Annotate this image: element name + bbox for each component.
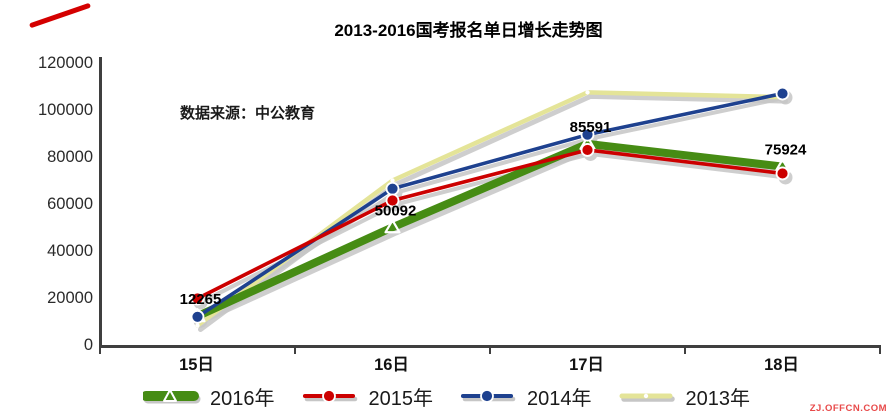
x-axis-tick-label: 18日 <box>764 356 799 374</box>
svg-text:85591: 85591 <box>570 119 612 136</box>
svg-text:12265: 12265 <box>180 291 222 308</box>
legend-label-2014: 2014年 <box>527 387 592 410</box>
legend: 2016年 2015年 2014年 2013年 <box>0 377 893 415</box>
y-axis-tick-label: 120000 <box>37 54 93 72</box>
svg-text:75924: 75924 <box>765 142 807 159</box>
plot-area <box>99 57 881 348</box>
legend-line-dot-icon <box>460 389 516 403</box>
y-axis-tick-label: 0 <box>83 336 93 354</box>
legend-label-2013: 2013年 <box>685 387 751 410</box>
x-axis-tick-label: 17日 <box>569 356 604 374</box>
chart-title: 2013-2016国考报名单日增长走势图 <box>334 21 603 40</box>
legend-item-2014: 2014年 <box>460 382 592 411</box>
y-axis-tick-label: 80000 <box>47 148 93 166</box>
y-axis-tick-label: 60000 <box>47 195 93 213</box>
legend-label-2015: 2015年 <box>368 387 434 410</box>
legend-line-dot-icon <box>302 389 357 403</box>
y-axis-tick-label: 100000 <box>37 101 93 119</box>
watermark: ZJ.OFFCN.COM <box>809 403 887 414</box>
legend-line-triangle-icon <box>143 389 201 404</box>
source-note: 数据来源：中公教育 <box>180 105 316 122</box>
x-axis-tick-label: 16日 <box>374 356 409 374</box>
chart-canvas: 12265 50092 85591 75924 <box>99 86 881 354</box>
legend-line-icon <box>619 393 675 402</box>
svg-text:50092: 50092 <box>375 202 417 219</box>
y-axis-tick-label: 40000 <box>47 242 93 260</box>
legend-item-2016: 2016年 <box>143 382 275 411</box>
legend-item-2013: 2013年 <box>619 382 751 411</box>
x-axis-tick-label: 15日 <box>179 356 214 374</box>
y-axis-tick-label: 20000 <box>47 289 93 307</box>
legend-item-2015: 2015年 <box>302 382 434 411</box>
legend-label-2016: 2016年 <box>210 387 275 410</box>
